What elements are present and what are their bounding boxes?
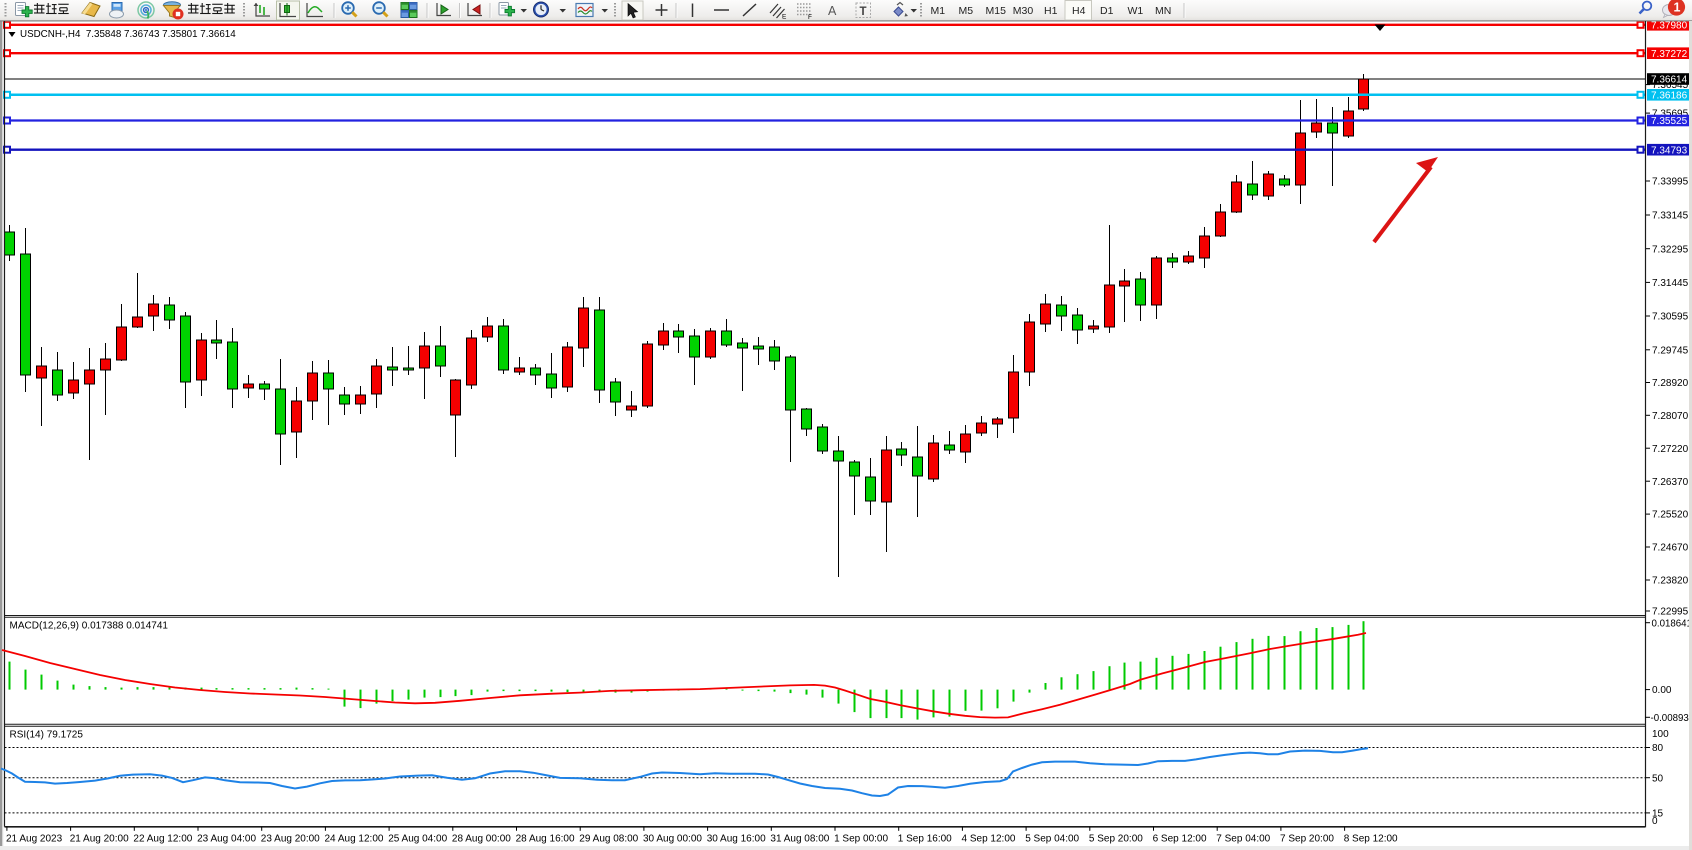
svg-text:H4: H4 — [1072, 5, 1086, 17]
svg-text:24 Aug 12:00: 24 Aug 12:00 — [325, 834, 384, 845]
svg-text:28 Aug 00:00: 28 Aug 00:00 — [452, 834, 511, 845]
svg-text:USDCNH-,H4 7.35848 7.36743 7.: USDCNH-,H4 7.35848 7.36743 7.35801 7.366… — [20, 29, 236, 40]
svg-text:7.35695: 7.35695 — [1652, 109, 1689, 120]
svg-text:29 Aug 08:00: 29 Aug 08:00 — [579, 834, 638, 845]
svg-text:5 Sep 20:00: 5 Sep 20:00 — [1089, 834, 1143, 845]
svg-text:7.23820: 7.23820 — [1652, 576, 1689, 587]
svg-text:8 Sep 12:00: 8 Sep 12:00 — [1344, 834, 1398, 845]
svg-text:31 Aug 08:00: 31 Aug 08:00 — [770, 834, 829, 845]
svg-text:7.34793: 7.34793 — [1651, 145, 1688, 156]
svg-text:7.26370: 7.26370 — [1652, 477, 1689, 488]
svg-text:M30: M30 — [1013, 5, 1034, 17]
svg-text:M1: M1 — [931, 5, 946, 17]
svg-text:RSI(14) 79.1725: RSI(14) 79.1725 — [10, 730, 84, 741]
svg-text:21 Aug 20:00: 21 Aug 20:00 — [70, 834, 129, 845]
svg-text:7.33145: 7.33145 — [1652, 211, 1689, 222]
svg-text:28 Aug 16:00: 28 Aug 16:00 — [516, 834, 575, 845]
svg-text:7 Sep 04:00: 7 Sep 04:00 — [1216, 834, 1270, 845]
svg-text:7.25520: 7.25520 — [1652, 510, 1689, 521]
svg-text:7.33995: 7.33995 — [1652, 177, 1689, 188]
svg-text:30 Aug 00:00: 30 Aug 00:00 — [643, 834, 702, 845]
svg-text:H1: H1 — [1044, 5, 1058, 17]
svg-text:7.28070: 7.28070 — [1652, 411, 1689, 422]
svg-text:A: A — [828, 4, 837, 18]
svg-text:7.31445: 7.31445 — [1652, 278, 1689, 289]
svg-text:0: 0 — [1652, 816, 1658, 827]
svg-text:1 Sep 16:00: 1 Sep 16:00 — [898, 834, 952, 845]
svg-text:7.37272: 7.37272 — [1651, 49, 1688, 60]
svg-text:1 Sep 00:00: 1 Sep 00:00 — [834, 834, 888, 845]
svg-text:1: 1 — [1674, 1, 1681, 15]
svg-text:M5: M5 — [959, 5, 974, 17]
svg-text:5 Sep 04:00: 5 Sep 04:00 — [1025, 834, 1079, 845]
svg-text:15: 15 — [1652, 809, 1664, 820]
svg-text:-0.008934: -0.008934 — [1651, 713, 1692, 724]
svg-text:D1: D1 — [1100, 5, 1114, 17]
svg-text:100: 100 — [1652, 729, 1669, 740]
svg-text:25 Aug 04:00: 25 Aug 04:00 — [388, 834, 447, 845]
svg-text:7.27220: 7.27220 — [1652, 444, 1689, 455]
svg-text:0.00: 0.00 — [1652, 685, 1672, 696]
svg-text:7.36186: 7.36186 — [1651, 90, 1688, 101]
svg-text:7 Sep 20:00: 7 Sep 20:00 — [1280, 834, 1334, 845]
svg-text:M15: M15 — [986, 5, 1007, 17]
svg-text:7.22995: 7.22995 — [1652, 607, 1689, 618]
svg-text:F: F — [808, 14, 812, 21]
svg-text:7.37980: 7.37980 — [1651, 20, 1688, 31]
svg-text:7.28920: 7.28920 — [1652, 378, 1689, 389]
svg-text:W1: W1 — [1128, 5, 1144, 17]
svg-text:MN: MN — [1155, 5, 1171, 17]
svg-text:23 Aug 20:00: 23 Aug 20:00 — [261, 834, 320, 845]
svg-text:E: E — [782, 14, 787, 21]
svg-text:7.30595: 7.30595 — [1652, 312, 1689, 323]
svg-text:7.35525: 7.35525 — [1651, 116, 1688, 127]
svg-text:23 Aug 04:00: 23 Aug 04:00 — [197, 834, 256, 845]
svg-text:7.32295: 7.32295 — [1652, 244, 1689, 255]
svg-text:30 Aug 16:00: 30 Aug 16:00 — [707, 834, 766, 845]
svg-text:22 Aug 12:00: 22 Aug 12:00 — [133, 834, 192, 845]
svg-text:80: 80 — [1652, 743, 1664, 754]
svg-text:0.018641: 0.018641 — [1652, 618, 1692, 629]
svg-text:T: T — [860, 6, 867, 18]
svg-text:7.36614: 7.36614 — [1651, 75, 1688, 86]
svg-text:21 Aug 2023: 21 Aug 2023 — [6, 834, 63, 845]
svg-text:7.24670: 7.24670 — [1652, 543, 1689, 554]
svg-text:50: 50 — [1652, 773, 1664, 784]
svg-text:MACD(12,26,9) 0.017388 0.01474: MACD(12,26,9) 0.017388 0.014741 — [10, 621, 169, 632]
svg-text:6 Sep 12:00: 6 Sep 12:00 — [1153, 834, 1207, 845]
svg-text:4 Sep 12:00: 4 Sep 12:00 — [962, 834, 1016, 845]
svg-text:7.29745: 7.29745 — [1652, 345, 1689, 356]
svg-text:7.36545: 7.36545 — [1652, 80, 1689, 91]
